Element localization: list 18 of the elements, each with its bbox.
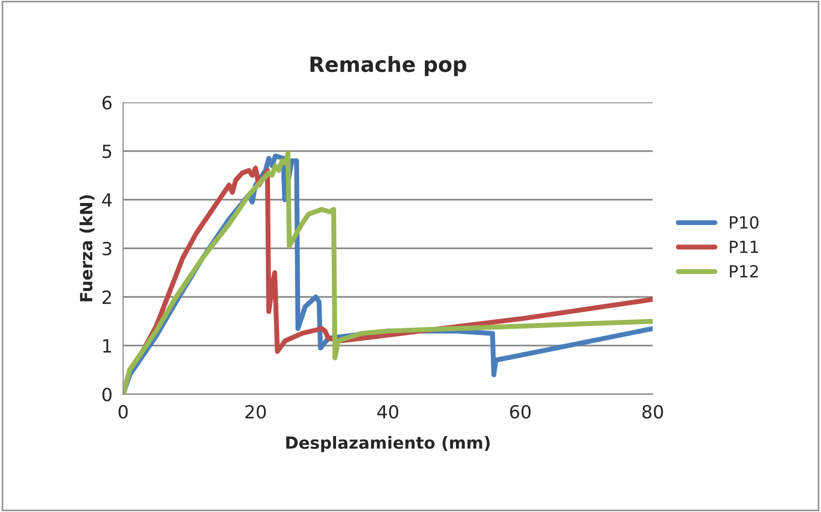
chart-title: Remache pop — [310, 56, 466, 76]
x-tick-label: 60 — [510, 404, 531, 419]
x-tick-label: 40 — [377, 404, 398, 419]
x-tick-label: 20 — [245, 404, 266, 419]
y-tick-label: 0 — [102, 388, 112, 402]
y-tick-label: 5 — [102, 144, 112, 158]
y-tick-label: 2 — [102, 290, 111, 304]
y-axis-title: Fuerza (kN) — [80, 195, 94, 302]
x-tick-label: 0 — [118, 404, 128, 419]
legend-label: P11 — [730, 240, 758, 253]
y-tick-label: 4 — [102, 193, 112, 207]
y-tick-label: 1 — [103, 339, 112, 352]
y-tick-label: 3 — [102, 242, 112, 256]
legend-label: P10 — [730, 216, 758, 229]
legend-label: P12 — [730, 265, 758, 278]
y-tick-label: 6 — [102, 96, 112, 110]
x-axis-title: Desplazamiento (mm) — [286, 436, 490, 452]
x-tick-label: 80 — [642, 404, 663, 419]
